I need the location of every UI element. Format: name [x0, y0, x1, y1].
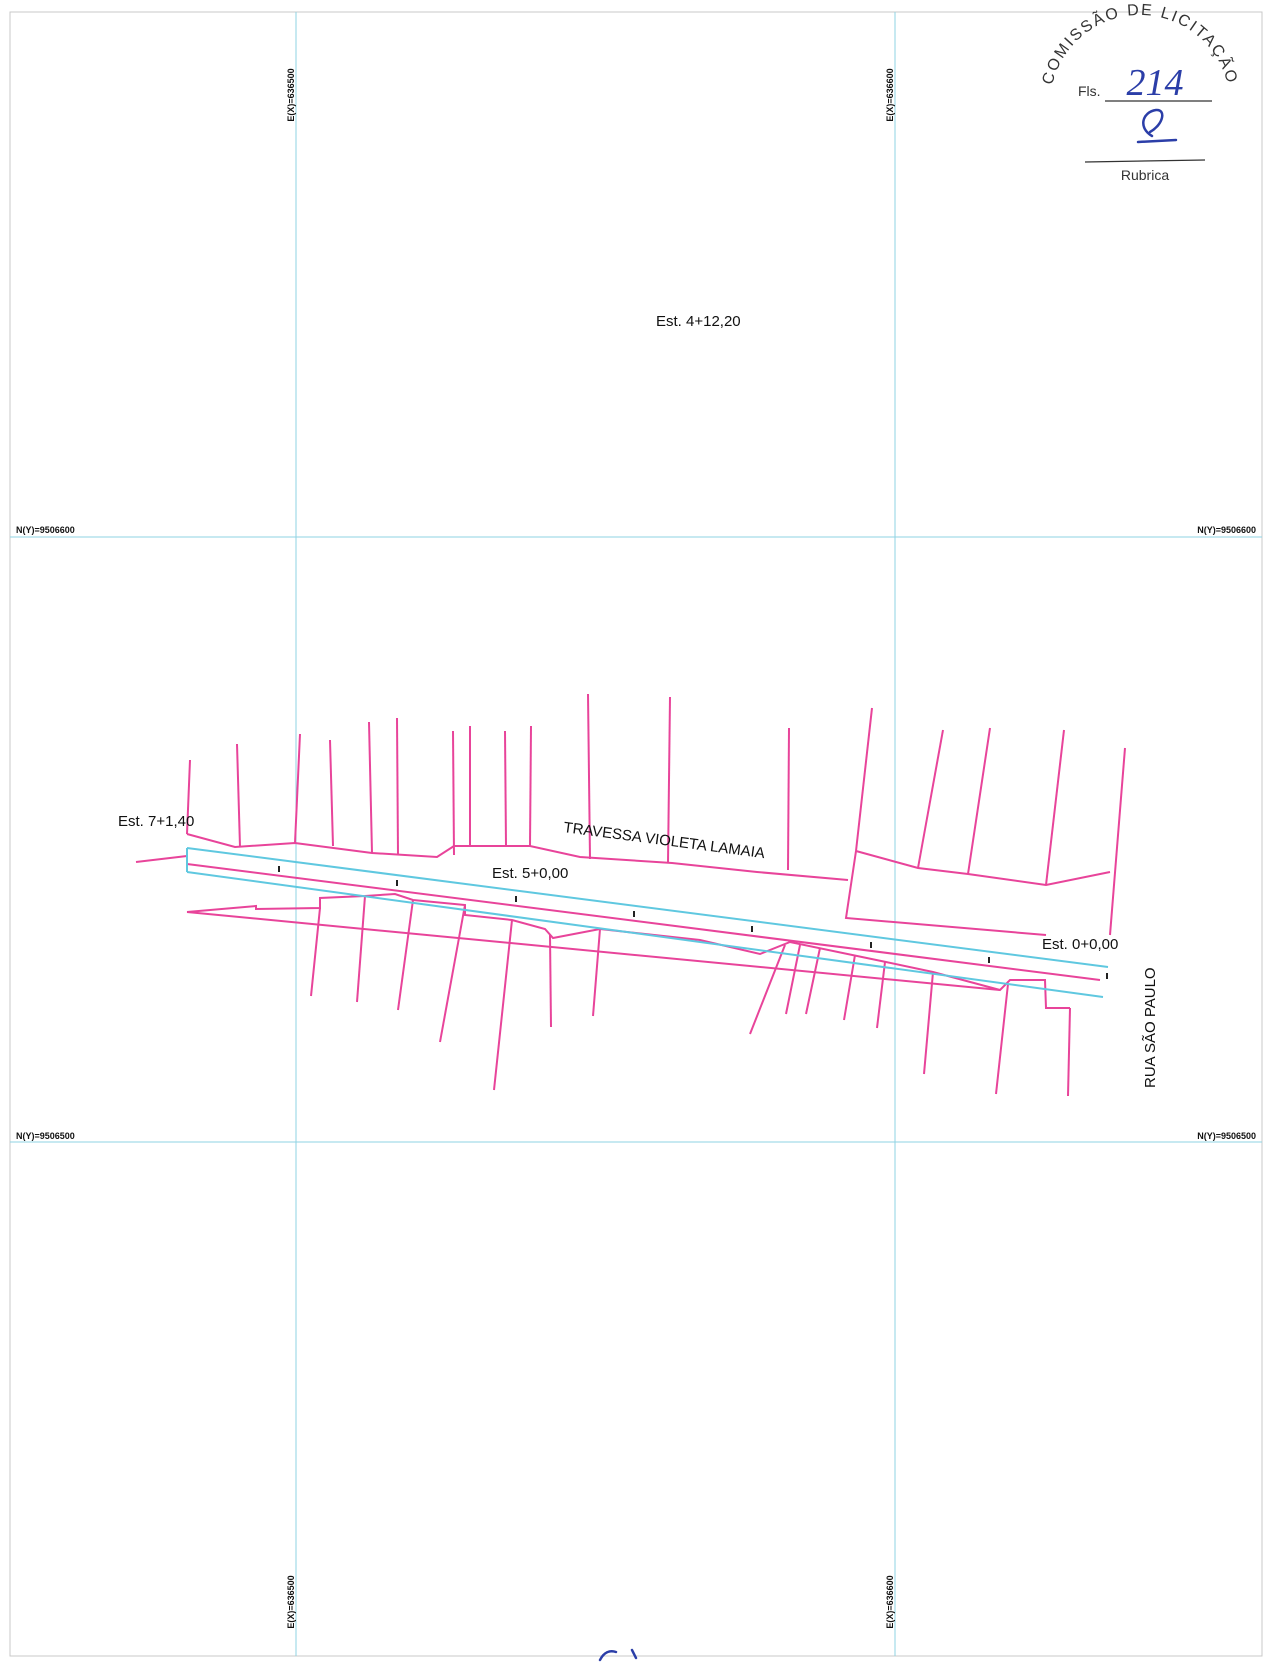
south-lot-line — [844, 955, 855, 1020]
northing-label-lower-left: N(Y)=9506500 — [16, 1131, 75, 1141]
north-lot-line — [788, 728, 789, 870]
south-lot-line — [593, 929, 600, 1016]
south-lot-line — [440, 905, 465, 1042]
north-lot-east-block — [846, 851, 1046, 935]
stamp-fls-label: Fls. — [1078, 83, 1101, 99]
easting-label-top-left: E(X)=636500 — [286, 68, 296, 121]
west-approach-line — [136, 856, 187, 862]
ink-mark-bottom — [600, 1650, 636, 1660]
north-lot-line — [1046, 730, 1064, 885]
north-lot-line — [530, 726, 531, 846]
south-lot-line — [750, 945, 785, 1034]
street-name-travessa-violeta-lamaia: TRAVESSA VIOLETA LAMAIA — [562, 819, 765, 862]
lot-boundaries — [136, 694, 1125, 1096]
stamp-signature-mark — [1138, 110, 1176, 142]
south-lot-line — [357, 896, 365, 1002]
station-ticks — [279, 866, 1107, 979]
easting-label-bottom-left: E(X)=636500 — [286, 1575, 296, 1628]
south-lot-line — [924, 972, 933, 1074]
north-lot-line — [856, 708, 872, 851]
north-lots-east-frontage — [856, 851, 1110, 885]
easting-label-top-right: E(X)=636600 — [885, 68, 895, 121]
station-label-5-0-00: Est. 5+0,00 — [492, 865, 568, 882]
stamp-page-number: 214 — [1127, 62, 1184, 104]
north-lot-line — [505, 731, 506, 846]
road-edge-north — [187, 864, 1100, 980]
northing-label-upper-right: N(Y)=9506600 — [1197, 525, 1256, 535]
northing-label-lower-right: N(Y)=9506500 — [1197, 1131, 1256, 1141]
station-label-4-12-20: Est. 4+12,20 — [656, 313, 741, 330]
street-axis-south — [187, 872, 1103, 997]
south-lot-line — [996, 984, 1008, 1094]
north-lot-line — [1110, 748, 1125, 935]
bidding-commission-stamp: COMISSÃO DE LICITAÇÃO Fls. 214 Rubrica — [1039, 2, 1240, 183]
north-lot-line — [237, 744, 240, 847]
south-lot-line — [494, 920, 512, 1090]
north-lot-line — [369, 722, 372, 853]
north-lot-line — [918, 730, 943, 868]
south-lot-line — [311, 908, 320, 996]
south-lot-line — [877, 962, 885, 1028]
north-lot-line — [968, 728, 990, 874]
stamp-rubric-label: Rubrica — [1121, 167, 1169, 183]
station-label-0-0-00: Est. 0+0,00 — [1042, 936, 1118, 953]
north-lot-line — [397, 718, 398, 855]
station-label-7-1-40: Est. 7+1,40 — [118, 813, 194, 830]
easting-label-bottom-right: E(X)=636600 — [885, 1575, 895, 1628]
south-lot-line — [1068, 1008, 1070, 1096]
street-name-rua-sao-paulo: RUA SÃO PAULO — [1142, 967, 1159, 1088]
stamp-rubric-line — [1085, 160, 1205, 162]
south-lot-line — [550, 935, 551, 1027]
north-lot-line — [330, 740, 333, 846]
south-lot-line — [398, 900, 413, 1010]
north-lot-line — [453, 731, 454, 855]
northing-label-upper-left: N(Y)=9506600 — [16, 525, 75, 535]
